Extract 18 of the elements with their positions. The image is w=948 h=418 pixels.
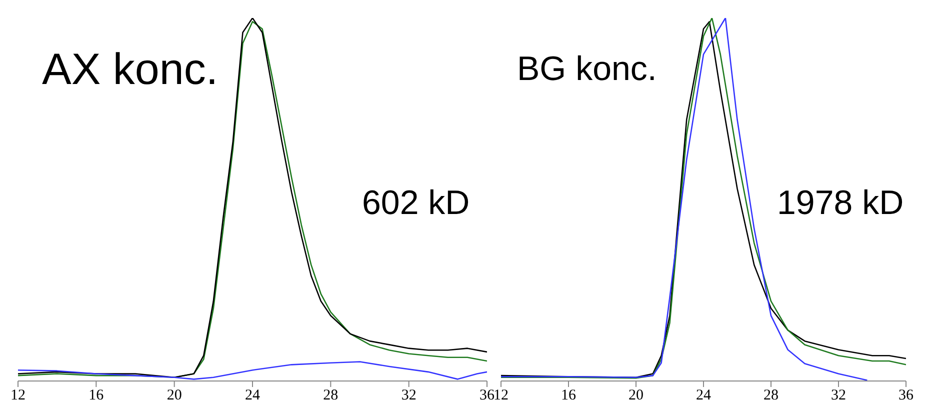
x-tick-label: 20 xyxy=(628,388,644,404)
x-tick-label: 20 xyxy=(166,388,182,404)
annotation: 602 kD xyxy=(362,184,470,222)
x-tick-label: 12 xyxy=(10,388,26,404)
annotation: AX konc. xyxy=(42,45,218,94)
x-tick-label: 24 xyxy=(696,388,712,404)
annotation: BG konc. xyxy=(517,50,657,88)
x-tick-label: 28 xyxy=(323,388,338,404)
x-tick-label: 36 xyxy=(898,388,914,404)
x-tick-label: 16 xyxy=(88,388,104,404)
x-tick-label: 32 xyxy=(401,388,416,404)
x-tick-label: 36 xyxy=(480,388,495,404)
x-tick-label: 16 xyxy=(561,388,576,404)
x-tick-label: 28 xyxy=(764,388,778,404)
x-tick-label: 12 xyxy=(494,388,508,404)
annotation: 1978 kD xyxy=(777,184,904,222)
x-tick-label: 24 xyxy=(245,388,260,404)
x-tick-label: 32 xyxy=(831,388,846,404)
